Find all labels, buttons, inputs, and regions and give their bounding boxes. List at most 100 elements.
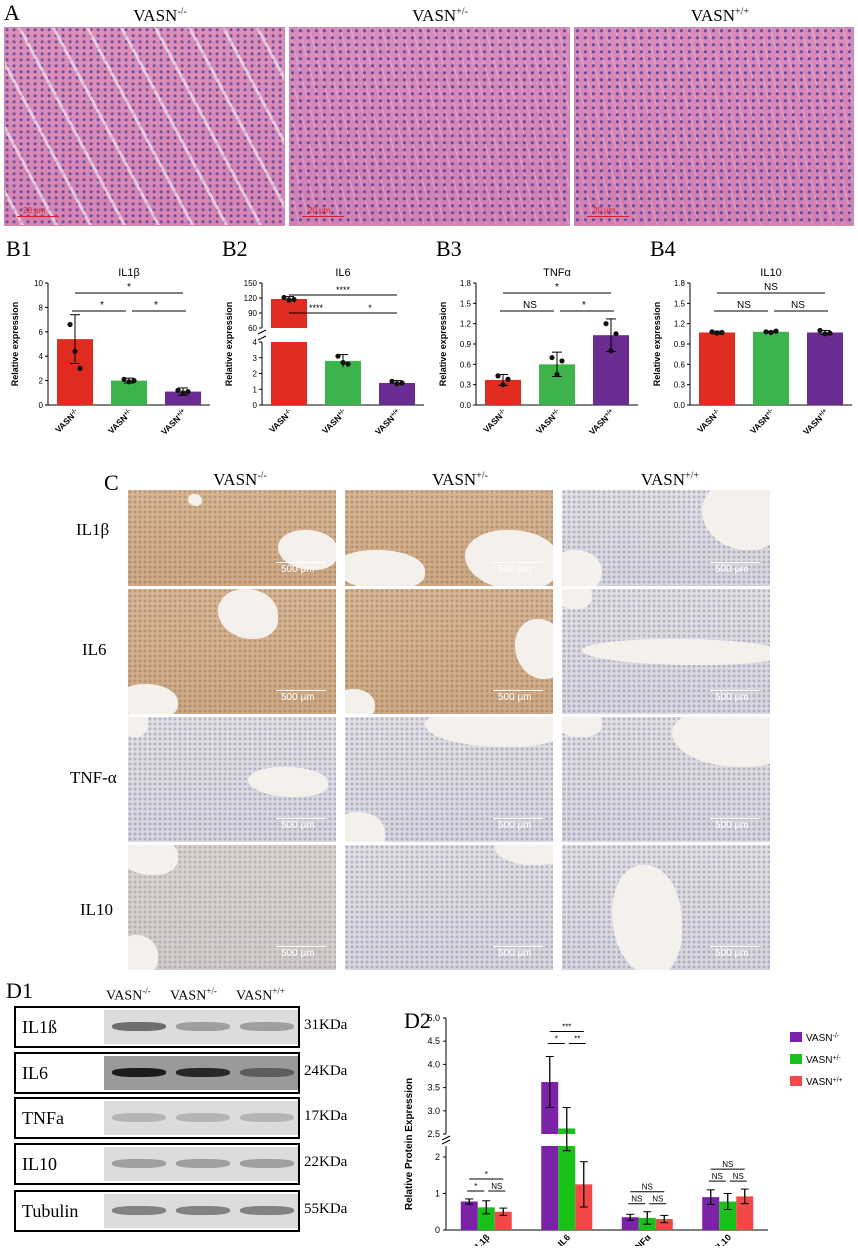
significance-label: NS xyxy=(737,300,751,311)
blot-kda-label: 24KDa xyxy=(304,1063,348,1079)
y-tick-label: 5.0 xyxy=(427,1013,440,1023)
ihc-image-il10-het: 500 μm xyxy=(345,845,553,970)
data-point xyxy=(613,331,619,337)
panel-b4-letter: B4 xyxy=(650,236,676,261)
chart-d2: 0 1 2 2.5 3.0 3.5 4.0 4.5 5.0 Relative Protein Ex… xyxy=(404,1013,843,1246)
ihc-image-il1b-ko: 500 μm xyxy=(128,490,336,586)
data-point xyxy=(495,373,501,379)
panel-d1-letter: D1 xyxy=(6,978,33,1003)
x-tick-label: IL6 xyxy=(556,1232,572,1246)
significance-label: NS xyxy=(631,1195,642,1204)
y-tick-label: 4 xyxy=(39,352,44,361)
blot-band xyxy=(176,1159,230,1168)
he-image-vasn-ko: 20 μm xyxy=(4,27,285,226)
data-point xyxy=(603,321,609,327)
panel-c-title-3: VASN+/+ xyxy=(640,470,700,489)
panel-a-title-2: VASN+/- xyxy=(412,6,468,25)
blot-band xyxy=(240,1159,294,1168)
data-point xyxy=(121,376,127,382)
blot-kda-label: 17KDa xyxy=(304,1108,348,1124)
significance-label: NS xyxy=(712,1172,723,1181)
data-point xyxy=(281,294,287,301)
data-point xyxy=(77,365,83,371)
y-tick-label: 0.0 xyxy=(460,401,472,410)
blot-band xyxy=(112,1068,166,1077)
ihc-scale-label: 500 μm xyxy=(715,564,749,575)
y-tick-label: 2.5 xyxy=(427,1129,440,1139)
blot-kda-label: 31KDa xyxy=(304,1017,348,1033)
data-point xyxy=(554,371,560,378)
significance-label: * xyxy=(555,282,559,293)
blot-row-il1ß: IL1ß xyxy=(14,1006,300,1048)
ihc-scale-label: 500 μm xyxy=(498,820,532,831)
chart-title: IL1β xyxy=(118,267,140,279)
data-point xyxy=(817,327,823,334)
y-tick-label: 0.3 xyxy=(460,381,472,390)
data-point xyxy=(394,381,400,387)
y-tick-label: 0 xyxy=(435,1225,440,1235)
blot-row-il6: IL6 xyxy=(14,1052,300,1094)
ihc-image-il1b-wt: 500 μm xyxy=(562,490,770,586)
y-tick-label: 1.2 xyxy=(674,320,686,329)
ihc-scale-label: 500 μm xyxy=(281,564,315,575)
y-tick-label: 0.9 xyxy=(674,340,686,349)
y-tick-label: 10 xyxy=(34,279,43,288)
bar xyxy=(111,380,147,405)
x-tick-label: VASN+/+ xyxy=(801,407,831,437)
data-point xyxy=(131,378,137,384)
panel-a-letter: A xyxy=(4,0,20,25)
y-tick-label: 0.0 xyxy=(674,401,686,410)
bar xyxy=(325,360,361,405)
x-tick-label: VASN+/+ xyxy=(373,407,403,437)
blot-kda-label: 22KDa xyxy=(304,1154,348,1170)
bar xyxy=(379,382,415,405)
data-point xyxy=(335,353,341,359)
blot-col-title-1: VASN-/- xyxy=(106,986,151,1004)
blot-kda-label: 55KDa xyxy=(304,1201,348,1217)
panel-b2-letter: B2 xyxy=(222,236,248,261)
blot-col-title-3: VASN+/+ xyxy=(236,986,285,1004)
blot-band xyxy=(240,1113,294,1122)
data-point xyxy=(768,329,774,336)
panel-d2-letter: D2 xyxy=(404,1008,431,1033)
y-tick-label: 2 xyxy=(39,377,44,386)
data-point xyxy=(719,329,725,336)
ihc-scale-label: 500 μm xyxy=(715,948,749,959)
data-point xyxy=(608,348,614,354)
y-tick-label: 1.2 xyxy=(460,320,472,329)
significance-label: ** xyxy=(574,1035,580,1044)
legend-swatch xyxy=(790,1032,802,1042)
bar xyxy=(699,332,735,405)
bar xyxy=(477,1207,495,1230)
x-tick-label: VASN+/- xyxy=(106,407,134,435)
y-tick-label: 2 xyxy=(253,370,258,379)
ihc-image-il6-ko: 500 μm xyxy=(128,589,336,714)
significance-label: NS xyxy=(491,1182,502,1191)
blot-row-tubulin: Tubulin xyxy=(14,1190,300,1232)
blot-label: TNFa xyxy=(22,1108,64,1128)
y-tick-label: 3.5 xyxy=(427,1083,440,1093)
y-tick-label: 4.0 xyxy=(427,1059,440,1069)
y-tick-label: 1 xyxy=(253,385,258,394)
data-point xyxy=(709,329,715,335)
y-tick-label: 90 xyxy=(248,309,257,318)
bar xyxy=(621,1217,639,1230)
significance-label: * xyxy=(582,300,586,311)
legend-label: VASN-/- xyxy=(806,1033,840,1045)
ihc-image-tnfa-het: 500 μm xyxy=(345,717,553,842)
chart-b2: IL6 0 1 2 3 4 60 90 120 150 Relative expression VAS… xyxy=(224,267,424,437)
y-tick-label: 1.5 xyxy=(674,299,686,308)
axis-break xyxy=(257,329,267,335)
significance-label: * xyxy=(154,300,158,311)
y-tick-label: 0.9 xyxy=(460,340,472,349)
y-tick-label: 150 xyxy=(244,279,258,288)
ihc-row-label-il10: IL10 xyxy=(80,900,114,919)
y-tick-label: 3 xyxy=(253,354,258,363)
data-point xyxy=(340,359,346,366)
y-tick-label: 1 xyxy=(435,1188,440,1198)
y-tick-label: 6 xyxy=(39,328,44,337)
significance-label: NS xyxy=(642,1183,653,1192)
he-scale-label: 20 μm xyxy=(308,206,331,215)
significance-label: *** xyxy=(562,1023,571,1032)
legend-label: VASN+/+ xyxy=(806,1077,843,1089)
